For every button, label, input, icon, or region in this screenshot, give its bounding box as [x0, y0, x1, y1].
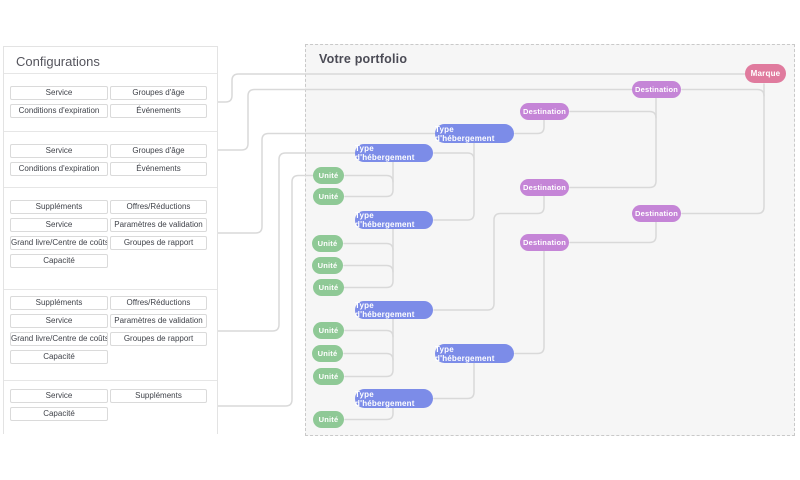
config-button-capacite[interactable]: Capacité	[10, 407, 108, 421]
node-unite-1[interactable]: Unité	[313, 167, 344, 184]
config-button-service[interactable]: Service	[10, 86, 108, 100]
config-group-marque-config: Service Groupes d'âge Conditions d'expirat…	[4, 73, 217, 131]
config-button-capacite[interactable]: Capacité	[10, 350, 108, 364]
config-button-service[interactable]: Service	[10, 314, 108, 328]
node-marque[interactable]: Marque	[745, 64, 786, 83]
config-button-service[interactable]: Service	[10, 218, 108, 232]
node-type-3[interactable]: Type d'hébergement	[355, 211, 433, 229]
node-destination-3[interactable]: Destination	[520, 179, 569, 196]
config-panel: Configurations Service Groupes d'âge Condi…	[3, 46, 218, 435]
config-button-service[interactable]: Service	[10, 144, 108, 158]
config-button-grand-livre-centre-de-couts[interactable]: Grand livre/Centre de coûts	[10, 332, 108, 346]
node-unite-2[interactable]: Unité	[313, 188, 344, 205]
node-destination-4[interactable]: Destination	[632, 205, 681, 222]
config-button-grand-livre-centre-de-couts[interactable]: Grand livre/Centre de coûts	[10, 236, 108, 250]
node-unite-4[interactable]: Unité	[312, 257, 343, 274]
node-destination-5[interactable]: Destination	[520, 234, 569, 251]
config-button-conditions-d-expiration[interactable]: Conditions d'expiration	[10, 162, 108, 176]
config-button-groupes-de-rapport[interactable]: Groupes de rapport	[110, 236, 207, 250]
config-button-groupes-de-rapport[interactable]: Groupes de rapport	[110, 332, 207, 346]
portfolio-title: Votre portfolio	[319, 52, 408, 66]
node-destination-2[interactable]: Destination	[520, 103, 569, 120]
node-unite-3[interactable]: Unité	[312, 235, 343, 252]
node-unite-9[interactable]: Unité	[313, 411, 344, 428]
config-group-type-hebergement-config-1: Suppléments Offres/Réductions Service Param…	[4, 187, 217, 289]
config-button-parametres-de-validation[interactable]: Paramètres de validation	[110, 218, 207, 232]
config-button-service[interactable]: Service	[10, 389, 108, 403]
node-type-1[interactable]: Type d'hébergement	[435, 124, 514, 143]
edge-config-group-unite-to-unite-1	[217, 174, 314, 407]
node-type-2[interactable]: Type d'hébergement	[355, 144, 433, 162]
config-button-offres-reductions[interactable]: Offres/Réductions	[110, 200, 207, 214]
config-group-unite-config: Service Suppléments Capacité	[4, 380, 217, 435]
config-button-supplements[interactable]: Suppléments	[10, 200, 108, 214]
node-unite-5[interactable]: Unité	[313, 279, 344, 296]
config-button-supplements[interactable]: Suppléments	[10, 296, 108, 310]
config-button-evenements[interactable]: Événements	[110, 104, 207, 118]
config-button-groupes-d-age[interactable]: Groupes d'âge	[110, 144, 207, 158]
config-button-capacite[interactable]: Capacité	[10, 254, 108, 268]
config-button-groupes-d-age[interactable]: Groupes d'âge	[110, 86, 207, 100]
config-button-conditions-d-expiration[interactable]: Conditions d'expiration	[10, 104, 108, 118]
node-unite-7[interactable]: Unité	[312, 345, 343, 362]
node-unite-6[interactable]: Unité	[313, 322, 344, 339]
config-panel-title: Configurations	[16, 54, 100, 69]
node-unite-8[interactable]: Unité	[313, 368, 344, 385]
config-button-offres-reductions[interactable]: Offres/Réductions	[110, 296, 207, 310]
node-type-6[interactable]: Type d'hébergement	[355, 389, 433, 408]
node-type-4[interactable]: Type d'hébergement	[355, 301, 433, 319]
config-group-type-hebergement-config-2: Suppléments Offres/Réductions Service Param…	[4, 289, 217, 380]
config-group-destination-config: Service Groupes d'âge Conditions d'expirat…	[4, 131, 217, 187]
config-button-evenements[interactable]: Événements	[110, 162, 207, 176]
node-type-5[interactable]: Type d'hébergement	[435, 344, 514, 363]
node-destination-1[interactable]: Destination	[632, 81, 681, 98]
config-button-supplements[interactable]: Suppléments	[110, 389, 207, 403]
config-button-parametres-de-validation[interactable]: Paramètres de validation	[110, 314, 207, 328]
